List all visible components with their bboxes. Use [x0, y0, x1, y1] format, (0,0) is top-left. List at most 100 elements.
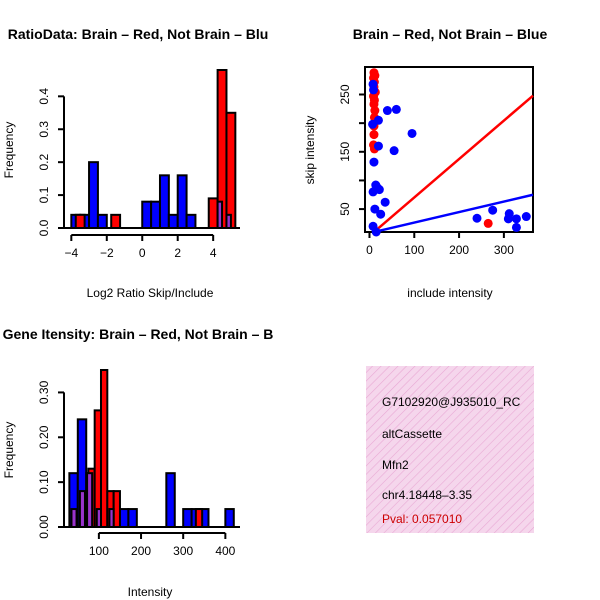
gene-bar [224, 508, 235, 528]
ratio-y-tick-label: 0.4 [37, 88, 51, 105]
ratio-x-axis-label: Log2 Ratio Skip/Include [87, 286, 214, 300]
scatter-point-not-brain [370, 204, 380, 214]
scatter-fit-line-brain [373, 94, 534, 233]
scatter-fit-line-not-brain [373, 193, 534, 234]
gene-x-tick-label: 100 [89, 544, 109, 558]
scatter-point-not-brain [391, 104, 401, 114]
event-type: altCassette [382, 427, 442, 441]
gene-intensity-histogram: Gene Itensity: Brain – Red, Not Brain – … [2, 326, 273, 599]
gene-bar [165, 472, 176, 528]
ratio-bar [110, 213, 122, 229]
scatter-x-axis-label: include intensity [407, 286, 492, 300]
scatter-marks [368, 68, 534, 237]
scatter-point-not-brain [521, 212, 531, 222]
scatter-point-not-brain [488, 205, 498, 215]
ratio-chart-title: RatioData: Brain – Red, Not Brain – Blu [8, 26, 269, 42]
gene-name: Mfn2 [382, 458, 409, 472]
gene-bar [70, 508, 78, 528]
scatter-point-not-brain [374, 185, 384, 195]
scatter-axes: 50 150 250 0 100 200 300 [338, 84, 514, 257]
scatter-point-not-brain [511, 222, 521, 232]
scatter-point-not-brain [371, 227, 381, 237]
ratio-bar [225, 213, 232, 229]
gene-bar [182, 508, 193, 528]
ratio-bar [167, 213, 179, 229]
scatter-y-tick-label: 50 [338, 202, 352, 216]
ratio-bar [141, 200, 153, 230]
genomic-location: chr4.18448–3.35 [382, 488, 472, 502]
info-panel-hatch [366, 366, 534, 533]
scatter-point-not-brain [380, 197, 390, 207]
gene-bar [127, 508, 138, 528]
ratio-x-tick-label: 2 [174, 246, 181, 260]
gene-bar [194, 508, 204, 528]
ratio-y-tick-label: 0.2 [37, 154, 51, 171]
gene-bars [68, 369, 235, 529]
scatter-x-tick-label: 200 [449, 243, 469, 257]
gene-axes: 0.00 0.10 0.20 0.30 100 200 300 400 [37, 380, 240, 558]
scatter-point-brain [369, 130, 379, 140]
gene-x-axis-label: Intensity [128, 585, 173, 599]
ratio-x-tick-label: −4 [64, 246, 78, 260]
gene-y-axis-label: Frequency [2, 422, 16, 479]
gene-bar [86, 472, 94, 528]
gene-bar [118, 508, 130, 528]
scatter-point-not-brain [376, 209, 386, 219]
event-id: G7102920@J935010_RC [382, 395, 521, 409]
gene-x-tick-label: 200 [131, 544, 151, 558]
gene-y-tick-label: 0.20 [37, 425, 51, 449]
scatter-x-tick-label: 0 [366, 243, 373, 257]
scatter-point-not-brain [373, 115, 383, 125]
ratio-x-tick-label: −2 [100, 246, 114, 260]
ratio-y-tick-label: 0.3 [37, 121, 51, 138]
scatter-point-not-brain [511, 214, 521, 224]
intensity-scatter: Brain – Red, Not Brain – Blue include in… [303, 26, 547, 300]
scatter-point-not-brain [373, 141, 383, 151]
gene-y-tick-label: 0.30 [37, 380, 51, 404]
scatter-point-not-brain [504, 209, 514, 219]
gene-bar [78, 490, 86, 529]
gene-y-tick-label: 0.10 [37, 470, 51, 494]
p-value: Pval: 0.057010 [382, 512, 462, 526]
info-panel-clip: G7102920@J935010_RC [382, 395, 521, 409]
scatter-point-brain [483, 218, 493, 228]
scatter-chart-title: Brain – Red, Not Brain – Blue [353, 26, 548, 42]
ratio-bar [150, 200, 161, 230]
ratio-bar [96, 213, 108, 229]
ratio-bar [158, 174, 170, 229]
scatter-point-not-brain [382, 106, 392, 116]
ratio-bar [88, 161, 99, 230]
ratio-histogram: RatioData: Brain – Red, Not Brain – Blu … [2, 26, 268, 300]
gene-y-tick-label: 0.00 [37, 515, 51, 539]
scatter-point-brain [370, 106, 380, 116]
ratio-bar [74, 213, 86, 229]
gene-x-tick-label: 400 [215, 544, 235, 558]
ratio-axes: 0.0 0.1 0.2 0.3 0.4 −4 −2 0 2 4 [37, 88, 240, 260]
scatter-y-tick-label: 250 [338, 84, 352, 104]
scatter-x-tick-label: 100 [404, 243, 424, 257]
ratio-x-tick-label: 0 [139, 246, 146, 260]
ratio-bar [207, 197, 219, 229]
ratio-bars [70, 69, 237, 230]
scatter-point-not-brain [369, 157, 379, 167]
ratio-y-tick-label: 0.1 [37, 186, 51, 203]
gene-chart-title: Gene Itensity: Brain – Red, Not Brain – … [3, 326, 274, 342]
scatter-point-not-brain [472, 213, 482, 223]
gene-bar [108, 508, 115, 528]
ratio-bar [216, 200, 224, 230]
ratio-y-tick-label: 0.0 [37, 219, 51, 236]
scatter-point-not-brain [389, 146, 399, 156]
info-panel: G7102920@J935010_RC altCassette Mfn2 chr… [366, 366, 534, 533]
ratio-x-tick-label: 4 [210, 246, 217, 260]
gene-bar [95, 508, 102, 528]
scatter-y-axis-label: skip intensity [303, 116, 317, 185]
ratio-bar [176, 174, 188, 229]
gene-x-tick-label: 300 [173, 544, 193, 558]
scatter-plot-box [364, 66, 534, 233]
scatter-point-not-brain [407, 128, 417, 138]
scatter-x-tick-label: 300 [494, 243, 514, 257]
ratio-bar [225, 111, 237, 229]
ratio-y-axis-label: Frequency [2, 122, 16, 179]
scatter-point-not-brain [369, 85, 379, 95]
